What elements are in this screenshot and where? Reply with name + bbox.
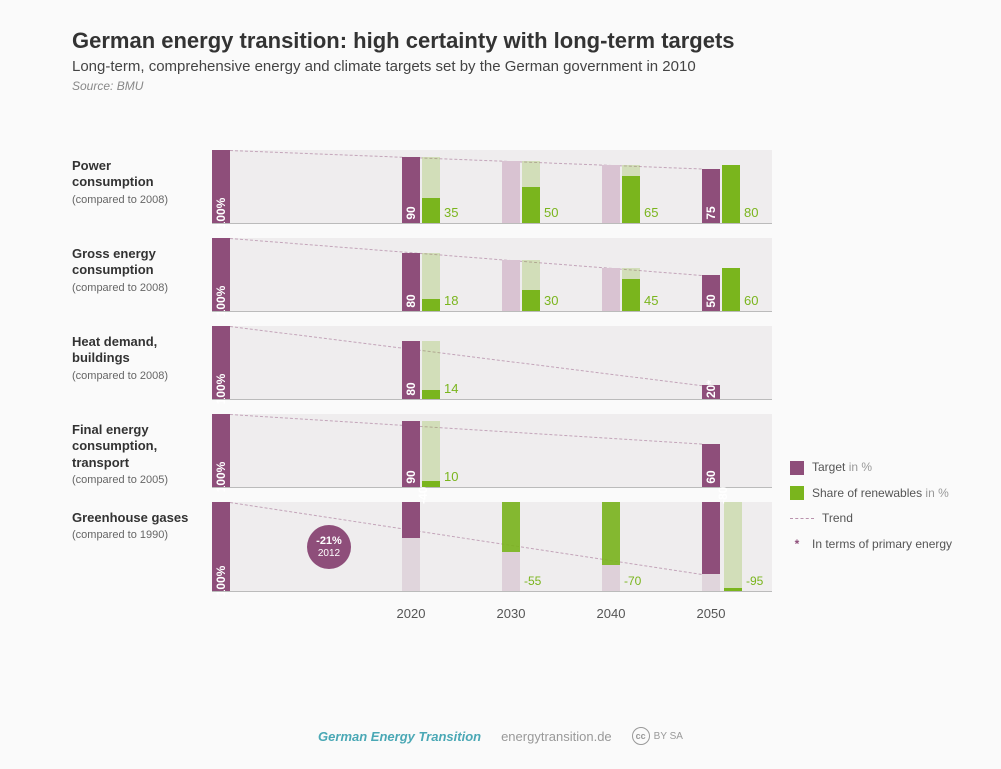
- row-track: 100% 90 35 50 65 75 80: [212, 150, 772, 224]
- target-value: 75: [704, 206, 718, 219]
- row-heat: Heat demand, buildings(compared to 2008)…: [72, 326, 772, 400]
- target-bar: 90: [402, 421, 420, 488]
- target-value: 90: [404, 206, 418, 219]
- chart-area: Power consumption(compared to 2008) 100% 9…: [72, 150, 772, 606]
- legend-item: Share of renewables in %: [790, 486, 952, 502]
- renewables-bar: [422, 299, 440, 312]
- row-label: Heat demand, buildings(compared to 2008): [72, 334, 192, 383]
- baseline-bar: 100%: [212, 238, 230, 312]
- footer-url: energytransition.de: [501, 729, 612, 744]
- target-value: 50: [704, 294, 718, 307]
- license-text: BY SA: [654, 731, 683, 742]
- target-bar: 60: [702, 444, 720, 488]
- renewables-value: 45: [644, 293, 658, 308]
- x-tick: 2050: [697, 606, 726, 621]
- x-tick: 2040: [597, 606, 626, 621]
- trend-line: [230, 326, 702, 386]
- baseline-bar: 100%: [212, 150, 230, 224]
- x-tick: 2020: [397, 606, 426, 621]
- target-bar: [602, 502, 620, 565]
- range-value: -95: [746, 574, 763, 588]
- target-value: -40: [416, 487, 430, 504]
- target-bar: [502, 260, 520, 312]
- row-gross: Gross energy consumption(compared to 200…: [72, 238, 772, 312]
- legend-swatch: [790, 461, 804, 475]
- row-transport: Final energy consumption, transport(comp…: [72, 414, 772, 488]
- license-badge: cc BY SA: [632, 727, 683, 745]
- legend: Target in % Share of renewables in % Trend…: [790, 460, 952, 562]
- renewables-bar: [522, 290, 540, 312]
- trend-line: [230, 414, 702, 445]
- x-tick: 2030: [497, 606, 526, 621]
- footer-brand: German Energy Transition: [318, 729, 481, 744]
- legend-star-icon: *: [790, 537, 804, 553]
- legend-item: Target in %: [790, 460, 952, 476]
- renewables-value: 50: [544, 205, 558, 220]
- renewables-value: 60: [744, 293, 758, 308]
- target-bar: [402, 502, 420, 538]
- header: German energy transition: high certainty…: [0, 0, 1001, 93]
- target-value: 90: [404, 470, 418, 483]
- renewables-value: 80: [744, 205, 758, 220]
- chart-subtitle: Long-term, comprehensive energy and clim…: [72, 58, 1001, 75]
- baseline-bar: 100%: [212, 326, 230, 400]
- renewables-bar: [622, 279, 640, 312]
- target-value: 80: [404, 382, 418, 395]
- renewables-bar: [622, 176, 640, 224]
- renewables-value: 35: [444, 205, 458, 220]
- renewables-value: 30: [544, 293, 558, 308]
- target-bar: [502, 502, 520, 552]
- target-bar: 90: [402, 157, 420, 224]
- target-value: 80: [404, 294, 418, 307]
- target-bar: 80: [402, 341, 420, 400]
- baseline-bar: 100%: [212, 502, 230, 592]
- x-axis: 2020 2030 2040 2050: [212, 606, 772, 626]
- ghg-progress-badge: -21%2012: [307, 525, 351, 569]
- trend-line: [230, 502, 702, 575]
- renewables-bar: [422, 198, 440, 224]
- row-label: Gross energy consumption(compared to 200…: [72, 246, 192, 295]
- row-power: Power consumption(compared to 2008) 100% 9…: [72, 150, 772, 224]
- renewables-bar: [522, 187, 540, 224]
- target-bar: [502, 161, 520, 224]
- row-ghg: Greenhouse gases(compared to 1990)100%-4…: [72, 502, 772, 592]
- legend-item: Trend: [790, 511, 952, 527]
- target-bar: 50: [702, 275, 720, 312]
- target-bar: 20*: [702, 385, 720, 400]
- footer: German Energy Transition energytransitio…: [0, 727, 1001, 745]
- renewables-bar: [722, 165, 740, 224]
- renewables-value: 10: [444, 469, 458, 484]
- row-label: Power consumption(compared to 2008): [72, 158, 192, 207]
- target-bar: 80: [402, 253, 420, 312]
- row-track: 100% 80 18 30 45 50 60: [212, 238, 772, 312]
- legend-item: *In terms of primary energy: [790, 537, 952, 553]
- target-bar: 75: [702, 169, 720, 225]
- target-bar: [702, 502, 720, 574]
- legend-trend-icon: [790, 518, 814, 519]
- cc-icon: cc: [632, 727, 650, 745]
- baseline-bar: 100%: [212, 414, 230, 488]
- legend-swatch: [790, 486, 804, 500]
- chart-source: Source: BMU: [72, 79, 1001, 93]
- renewables-bar: [722, 268, 740, 312]
- target-bar: [602, 165, 620, 224]
- chart-title: German energy transition: high certainty…: [72, 28, 1001, 54]
- row-track: 100%-40-55-70-80-95-21%2012: [212, 502, 772, 592]
- row-track: 100% 90 10 60: [212, 414, 772, 488]
- renewables-value: 18: [444, 293, 458, 308]
- renewables-value: 14: [444, 381, 458, 396]
- row-label: Greenhouse gases(compared to 1990): [72, 510, 192, 543]
- target-value: -55: [524, 574, 541, 588]
- renewables-value: 65: [644, 205, 658, 220]
- target-value: 60: [704, 470, 718, 483]
- target-value: 20*: [704, 380, 718, 398]
- target-value: -70: [624, 574, 641, 588]
- row-label: Final energy consumption, transport(comp…: [72, 422, 192, 488]
- target-bar: [602, 268, 620, 312]
- row-track: 100% 80 14 20*: [212, 326, 772, 400]
